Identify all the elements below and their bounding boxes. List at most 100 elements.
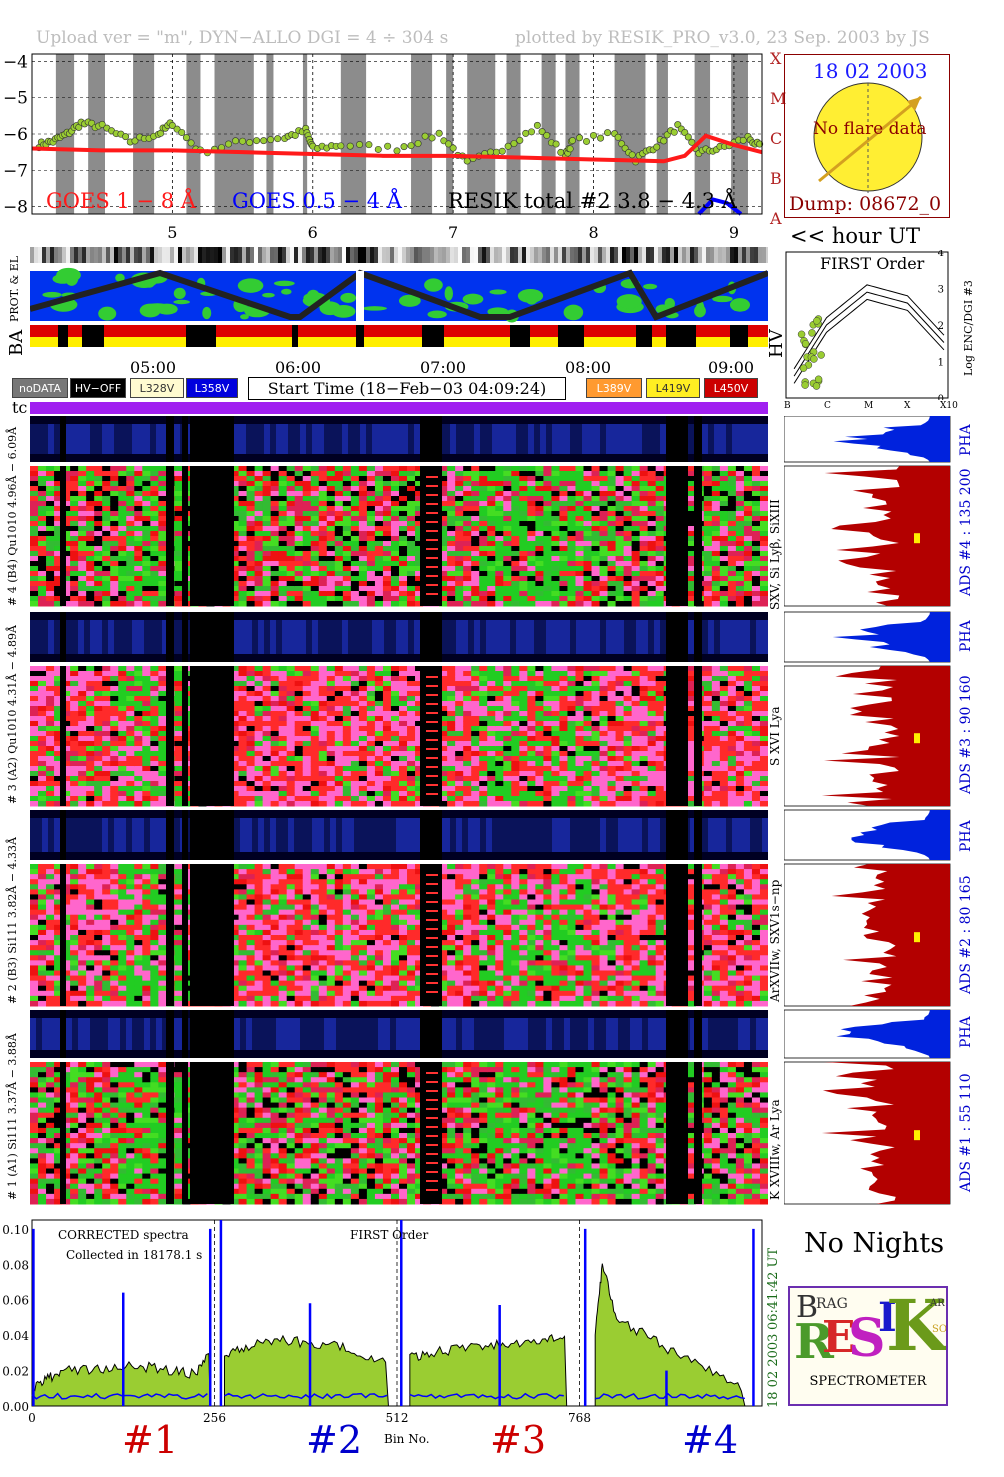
spectrogram-cell — [110, 721, 119, 727]
spectrogram-cell — [94, 561, 103, 567]
spectrogram-cell — [751, 536, 761, 542]
spectrogram-cell — [134, 731, 143, 737]
spectrogram-cell — [735, 596, 745, 602]
spectrogram-cell — [647, 496, 657, 502]
spectrogram-cell — [230, 701, 240, 707]
spectrogram-cell — [374, 501, 384, 507]
spectrogram-cell — [631, 481, 641, 487]
pha-cell — [378, 620, 384, 654]
el-cell — [286, 247, 290, 263]
spectrogram-cell — [334, 586, 344, 592]
spectrogram-cell — [703, 566, 713, 572]
spectrogram-cell — [455, 776, 464, 782]
spectrogram-cell — [110, 531, 119, 537]
spectrogram-cell — [487, 601, 496, 607]
spectrogram-cell — [326, 571, 336, 577]
spectrogram-cell — [118, 601, 127, 607]
spectrogram-cell — [479, 586, 488, 592]
spectrogram-cell — [46, 761, 55, 767]
pha-cell — [606, 620, 612, 654]
night-band — [731, 54, 748, 214]
spectrogram-cell — [54, 561, 63, 567]
spectrogram-cell — [174, 726, 183, 732]
spectrogram-cell — [543, 556, 552, 562]
spectrogram-cell — [631, 566, 641, 572]
spectrogram-cell — [302, 561, 312, 567]
spectrogram-cell — [286, 736, 296, 742]
spectrogram-cell — [463, 711, 472, 717]
spectrogram-cell — [150, 471, 159, 477]
spectrogram-cell — [647, 546, 657, 552]
spectrogram-cell — [294, 786, 304, 792]
resik-point — [122, 133, 130, 141]
spectrogram-cell — [78, 761, 87, 767]
spectrogram-cell — [102, 531, 111, 537]
spectrogram-cell — [390, 476, 400, 482]
spectrogram-cell — [286, 586, 296, 592]
el-cell — [106, 247, 110, 263]
spectrogram-cell — [374, 666, 384, 672]
prot-speck — [525, 293, 538, 305]
pha-cell — [30, 620, 36, 654]
spectrogram-cell — [719, 571, 729, 577]
spectrogram-cell — [575, 561, 584, 567]
spectrogram-cell — [583, 541, 593, 547]
spectrogram-cell — [743, 481, 753, 487]
spectrogram-cell — [399, 471, 408, 477]
spectrogram-cell — [126, 766, 135, 772]
spectrogram-cell — [719, 481, 729, 487]
spectrogram-cell — [230, 471, 240, 477]
spectrogram-cell — [334, 516, 344, 522]
spectrogram-cell — [374, 466, 384, 472]
spectrogram-cell — [350, 471, 360, 477]
spectrogram-cell — [246, 766, 256, 772]
spectrogram-cell — [527, 521, 536, 527]
spectrogram-cell — [415, 491, 424, 497]
spectrogram-cell — [399, 601, 408, 607]
pha-cell — [300, 620, 306, 654]
prot-speck — [489, 289, 507, 295]
spectrogram-cell — [158, 516, 167, 522]
spectrogram-cell — [62, 736, 71, 742]
spectrogram-cell — [262, 541, 272, 547]
spectrogram-cell — [567, 466, 576, 472]
spectrogram-cell — [126, 526, 135, 532]
spectrogram-cell — [302, 726, 312, 732]
spectrogram-cell — [230, 476, 240, 482]
spectrogram-cell — [150, 586, 159, 592]
spectrogram-cell — [399, 666, 408, 672]
spectrogram-cell — [142, 471, 151, 477]
el-cell — [90, 247, 94, 263]
spectrogram-cell — [118, 501, 127, 507]
spectrogram-cell — [655, 596, 665, 602]
spectrogram-cell — [366, 691, 376, 697]
spectrogram-cell — [30, 796, 39, 802]
resik-point — [178, 128, 186, 136]
spectrogram-cell — [102, 476, 111, 482]
spectrogram-cell — [415, 701, 424, 707]
spectrogram-cell — [463, 496, 472, 502]
spectrogram-cell — [150, 536, 159, 542]
spectrogram-cell — [38, 706, 47, 712]
spectrogram-cell — [278, 481, 288, 487]
spectrogram-cell — [254, 491, 264, 497]
spectrogram-cell — [38, 581, 47, 587]
spectrogram-cell — [126, 681, 135, 687]
spectrogram-cell — [639, 516, 649, 522]
pha-cell — [486, 620, 492, 654]
spectrogram-cell — [366, 686, 376, 692]
spectrogram-cell — [639, 476, 649, 482]
spectrogram-cell — [751, 486, 761, 492]
spectrogram-cell — [134, 481, 143, 487]
spectrogram-cell — [374, 766, 384, 772]
spectrogram-cell — [495, 481, 504, 487]
spectrogram-cell — [270, 791, 280, 797]
spectrogram-cell — [294, 566, 304, 572]
spectrogram-cell — [134, 586, 143, 592]
spectrogram-cell — [62, 721, 71, 727]
spectrogram-cell — [94, 756, 103, 762]
spectrogram-cell — [246, 561, 256, 567]
spectrogram-cell — [350, 771, 360, 777]
spectrogram-cell — [286, 786, 296, 792]
